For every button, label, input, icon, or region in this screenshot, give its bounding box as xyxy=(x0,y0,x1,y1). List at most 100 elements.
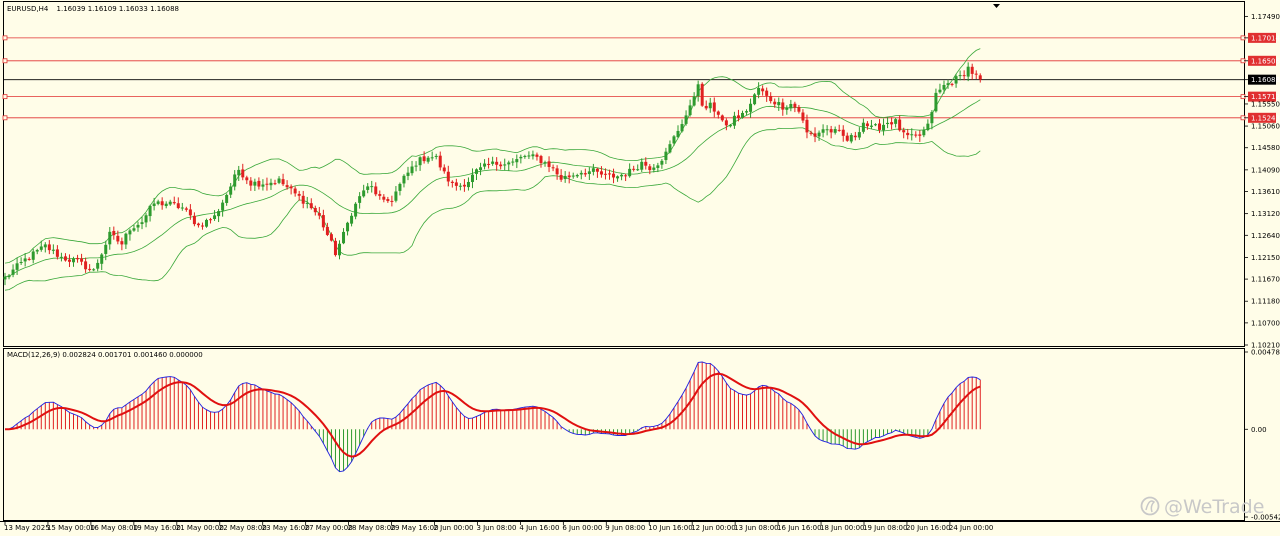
candle xyxy=(515,159,519,163)
macd-axis[interactable]: 0.004781 0.00 -0.005427 xyxy=(1244,349,1280,522)
candle xyxy=(217,211,221,217)
candle xyxy=(370,186,374,188)
candle xyxy=(491,161,495,164)
candle xyxy=(886,122,890,125)
time-tick-label: 16 Jun 16:00 xyxy=(777,524,821,532)
candle xyxy=(519,156,523,159)
candle xyxy=(793,103,797,108)
candle xyxy=(350,215,354,224)
candle xyxy=(76,257,80,260)
candle xyxy=(269,182,273,186)
time-tick-label: 16 May 08:00 xyxy=(90,524,138,532)
price-tick-label: 1.16506 xyxy=(1251,57,1280,65)
candle xyxy=(366,186,370,190)
candle xyxy=(192,215,196,225)
candle xyxy=(583,173,587,175)
time-tick-label: 10 Jun 16:00 xyxy=(648,524,692,532)
candle xyxy=(853,135,857,138)
macd-pane-frame xyxy=(3,348,1245,521)
candle xyxy=(946,83,950,86)
candle xyxy=(23,258,27,262)
price-tag xyxy=(1248,91,1276,102)
price-tag xyxy=(1248,55,1276,66)
candle xyxy=(692,96,696,106)
time-tick-label: 23 May 16:00 xyxy=(262,524,310,532)
candle xyxy=(656,165,660,168)
candle xyxy=(27,258,31,260)
candle xyxy=(426,157,430,162)
candle xyxy=(813,133,817,137)
candle xyxy=(233,174,237,187)
candle xyxy=(168,201,172,205)
candle xyxy=(922,129,926,136)
candle xyxy=(736,115,740,118)
bollinger-lower xyxy=(4,127,981,291)
candle xyxy=(245,177,249,181)
candle xyxy=(479,167,483,170)
candle xyxy=(35,250,39,252)
watermark-text: @WeTrade xyxy=(1164,496,1264,518)
candle xyxy=(894,119,898,124)
candle xyxy=(781,102,785,110)
candle xyxy=(406,172,410,176)
level-handle[interactable] xyxy=(2,115,8,121)
scroll-marker-icon[interactable] xyxy=(993,4,1000,8)
candle xyxy=(507,162,511,165)
candle xyxy=(362,190,366,197)
candle xyxy=(700,83,704,106)
price-tick-label: 1.13120 xyxy=(1251,210,1280,218)
candles-layer xyxy=(3,62,982,286)
candle xyxy=(684,115,688,124)
level-handle[interactable] xyxy=(2,58,8,64)
candle xyxy=(59,256,63,258)
candle xyxy=(47,244,51,251)
candle xyxy=(829,129,833,133)
candle xyxy=(281,179,285,185)
candle xyxy=(865,123,869,127)
candle xyxy=(273,183,277,185)
candle xyxy=(902,130,906,133)
candle xyxy=(67,259,71,262)
candle xyxy=(511,161,515,163)
candle xyxy=(390,200,394,202)
candle xyxy=(495,161,499,165)
candle xyxy=(797,106,801,112)
level-handle[interactable] xyxy=(2,35,8,41)
candle xyxy=(837,129,841,131)
candle xyxy=(342,231,346,244)
candle xyxy=(241,169,245,178)
candle xyxy=(724,120,728,126)
candle xyxy=(672,136,676,144)
candle xyxy=(825,129,829,131)
price-tick-label: 1.13610 xyxy=(1251,188,1280,196)
chart-symbol: EURUSD,H4 1.16039 1.16109 1.16033 1.1608… xyxy=(7,5,179,13)
candle xyxy=(708,102,712,109)
candle xyxy=(346,222,350,232)
candle xyxy=(696,84,700,97)
candle xyxy=(128,230,132,235)
candle xyxy=(603,173,607,175)
candle xyxy=(55,249,59,257)
candle xyxy=(559,175,563,180)
candle xyxy=(483,163,487,167)
candle xyxy=(72,258,76,263)
candle xyxy=(160,201,164,206)
candle xyxy=(688,105,692,116)
candle xyxy=(88,268,92,270)
price-axis[interactable]: 1.17490 1.17014 1.16506 1.16088 1.157121.155… xyxy=(1244,13,1280,350)
candle xyxy=(910,134,914,136)
candle xyxy=(531,154,535,157)
candle xyxy=(849,135,853,142)
candle xyxy=(543,162,547,164)
candle xyxy=(104,244,108,254)
candle xyxy=(720,115,724,121)
price-tag xyxy=(1248,74,1276,85)
candle xyxy=(422,156,426,162)
price-tick-label: 1.16088 xyxy=(1251,76,1280,84)
time-tick-label: 19 Jun 08:00 xyxy=(863,524,907,532)
candle xyxy=(112,230,116,236)
level-handle[interactable] xyxy=(2,94,8,100)
candle xyxy=(890,122,894,125)
